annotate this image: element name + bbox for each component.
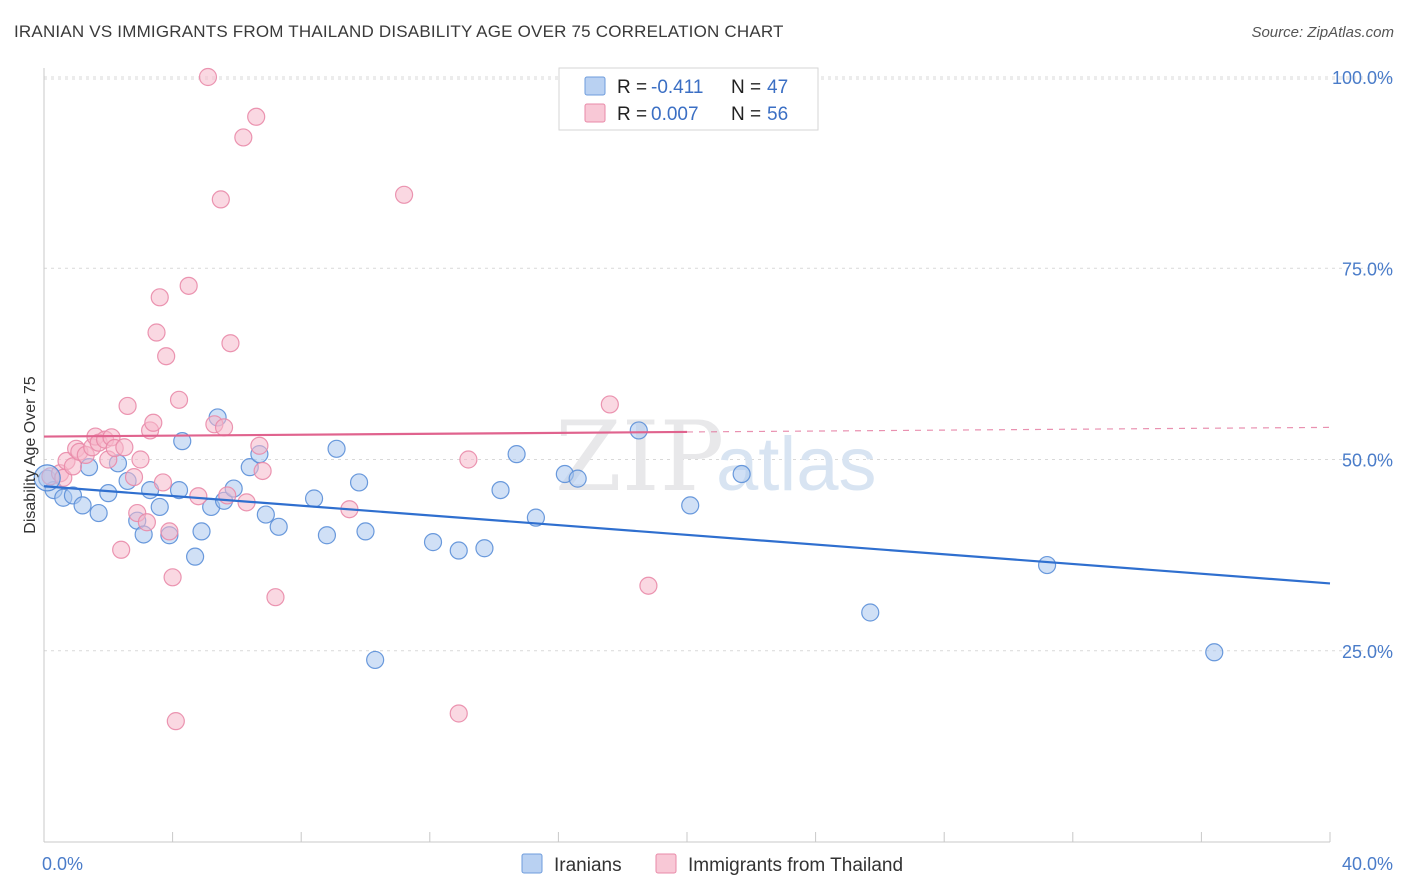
point-iranians-28 [317, 526, 337, 545]
point-thailand-33 [189, 487, 208, 506]
point-thailand-18 [124, 467, 144, 487]
point-thailand-34 [198, 67, 218, 87]
watermark-zip: ZIP [555, 401, 724, 513]
point-iranians-44 [861, 603, 880, 622]
legend-n-label-2: N = [731, 104, 761, 125]
point-thailand-47 [394, 185, 414, 204]
point-thailand-36 [211, 190, 230, 209]
y-tick-label-0: 25.0% [1342, 642, 1393, 662]
cluster-marker-iranians [33, 464, 61, 492]
x-tick-label-1: 40.0% [1342, 854, 1393, 874]
point-thailand-16 [115, 438, 134, 457]
point-iranians-18 [192, 522, 211, 541]
chart-title: IRANIAN VS IMMIGRANTS FROM THAILAND DISA… [14, 22, 784, 41]
point-iranians-13 [150, 497, 169, 517]
point-iranians-36 [491, 481, 510, 500]
trend-line-thailand [43, 430, 688, 438]
point-thailand-42 [247, 107, 266, 126]
point-iranians-32 [366, 650, 385, 670]
point-thailand-50 [600, 395, 619, 414]
point-thailand-30 [166, 712, 185, 731]
point-iranians-35 [475, 539, 494, 558]
point-thailand-26 [153, 473, 173, 492]
legend-swatch-thailand [584, 103, 606, 123]
point-thailand-25 [150, 288, 169, 307]
tick-labels: 25.0% 50.0% 75.0% 100.0% 0.0% 40.0% [42, 68, 1393, 874]
point-thailand-32 [179, 276, 198, 295]
correlation-legend: R = -0.411 N = 47 R = 0.007 N = 56 [558, 67, 819, 131]
data-points [33, 67, 1224, 731]
point-iranians-25 [256, 505, 275, 524]
point-iranians-42 [681, 496, 700, 515]
point-thailand-40 [234, 128, 253, 147]
point-iranians-26 [269, 517, 288, 536]
series-legend: Iranians Immigrants from Thailand [521, 853, 903, 876]
legend-r-label-1: R = [617, 77, 647, 98]
point-thailand-43 [250, 436, 269, 455]
point-thailand-23 [144, 413, 163, 432]
point-iranians-31 [356, 522, 375, 541]
bottom-legend-swatch-thailand [655, 853, 677, 874]
point-iranians-43 [732, 464, 751, 484]
point-thailand-28 [160, 522, 179, 541]
y-tick-label-1: 50.0% [1342, 451, 1393, 471]
legend-n-value-2: 56 [767, 104, 788, 125]
point-iranians-30 [349, 473, 369, 492]
point-iranians-34 [449, 541, 468, 560]
legend-r-value-2: 0.007 [651, 104, 699, 125]
point-iranians-45 [1037, 555, 1057, 575]
legend-n-value-1: 47 [767, 77, 788, 98]
point-thailand-15 [112, 540, 131, 559]
trend-line-iranians [43, 485, 1331, 585]
point-iranians-4 [73, 496, 92, 515]
point-iranians-29 [327, 439, 346, 458]
point-thailand-20 [131, 450, 150, 469]
point-thailand-24 [147, 323, 166, 342]
bottom-legend-label-iranians: Iranians [554, 855, 622, 876]
axes [43, 68, 1331, 843]
point-thailand-45 [266, 588, 285, 607]
point-thailand-29 [163, 568, 182, 587]
point-iranians-33 [423, 533, 443, 552]
point-thailand-27 [157, 347, 176, 366]
point-iranians-41 [629, 421, 648, 440]
point-iranians-15 [169, 481, 189, 500]
point-iranians-38 [526, 508, 545, 527]
y-tick-label-3: 100.0% [1332, 68, 1393, 88]
x-tick-label-0: 0.0% [42, 854, 83, 874]
bottom-legend-swatch-iranians [521, 853, 543, 874]
point-iranians-16 [173, 432, 192, 451]
point-thailand-17 [118, 396, 137, 416]
legend-n-label-1: N = [731, 77, 761, 98]
point-thailand-21 [137, 513, 156, 532]
point-thailand-44 [253, 461, 272, 481]
legend-r-label-2: R = [617, 104, 647, 125]
point-iranians-17 [186, 547, 205, 566]
bottom-legend-label-thailand: Immigrants from Thailand [688, 855, 903, 876]
point-iranians-27 [304, 489, 324, 508]
legend-r-value-1: -0.411 [651, 77, 703, 98]
point-iranians-7 [99, 484, 118, 503]
point-iranians-46 [1205, 643, 1224, 662]
point-thailand-49 [459, 450, 478, 469]
y-tick-label-2: 75.0% [1342, 259, 1393, 279]
legend-swatch-iranians [584, 76, 606, 96]
point-thailand-48 [449, 704, 468, 723]
point-thailand-31 [169, 390, 189, 409]
point-iranians-37 [507, 445, 526, 464]
y-axis-label: Disability Age Over 75 [22, 376, 39, 534]
chart-source: Source: ZipAtlas.com [1251, 24, 1394, 41]
watermark-atlas: atlas [716, 422, 877, 507]
gridlines [44, 76, 1393, 652]
point-thailand-37 [214, 418, 234, 437]
point-iranians-40 [568, 469, 587, 488]
point-iranians-6 [89, 503, 108, 523]
point-thailand-51 [639, 576, 658, 595]
point-thailand-39 [221, 334, 240, 353]
trend-lines [43, 426, 1331, 585]
